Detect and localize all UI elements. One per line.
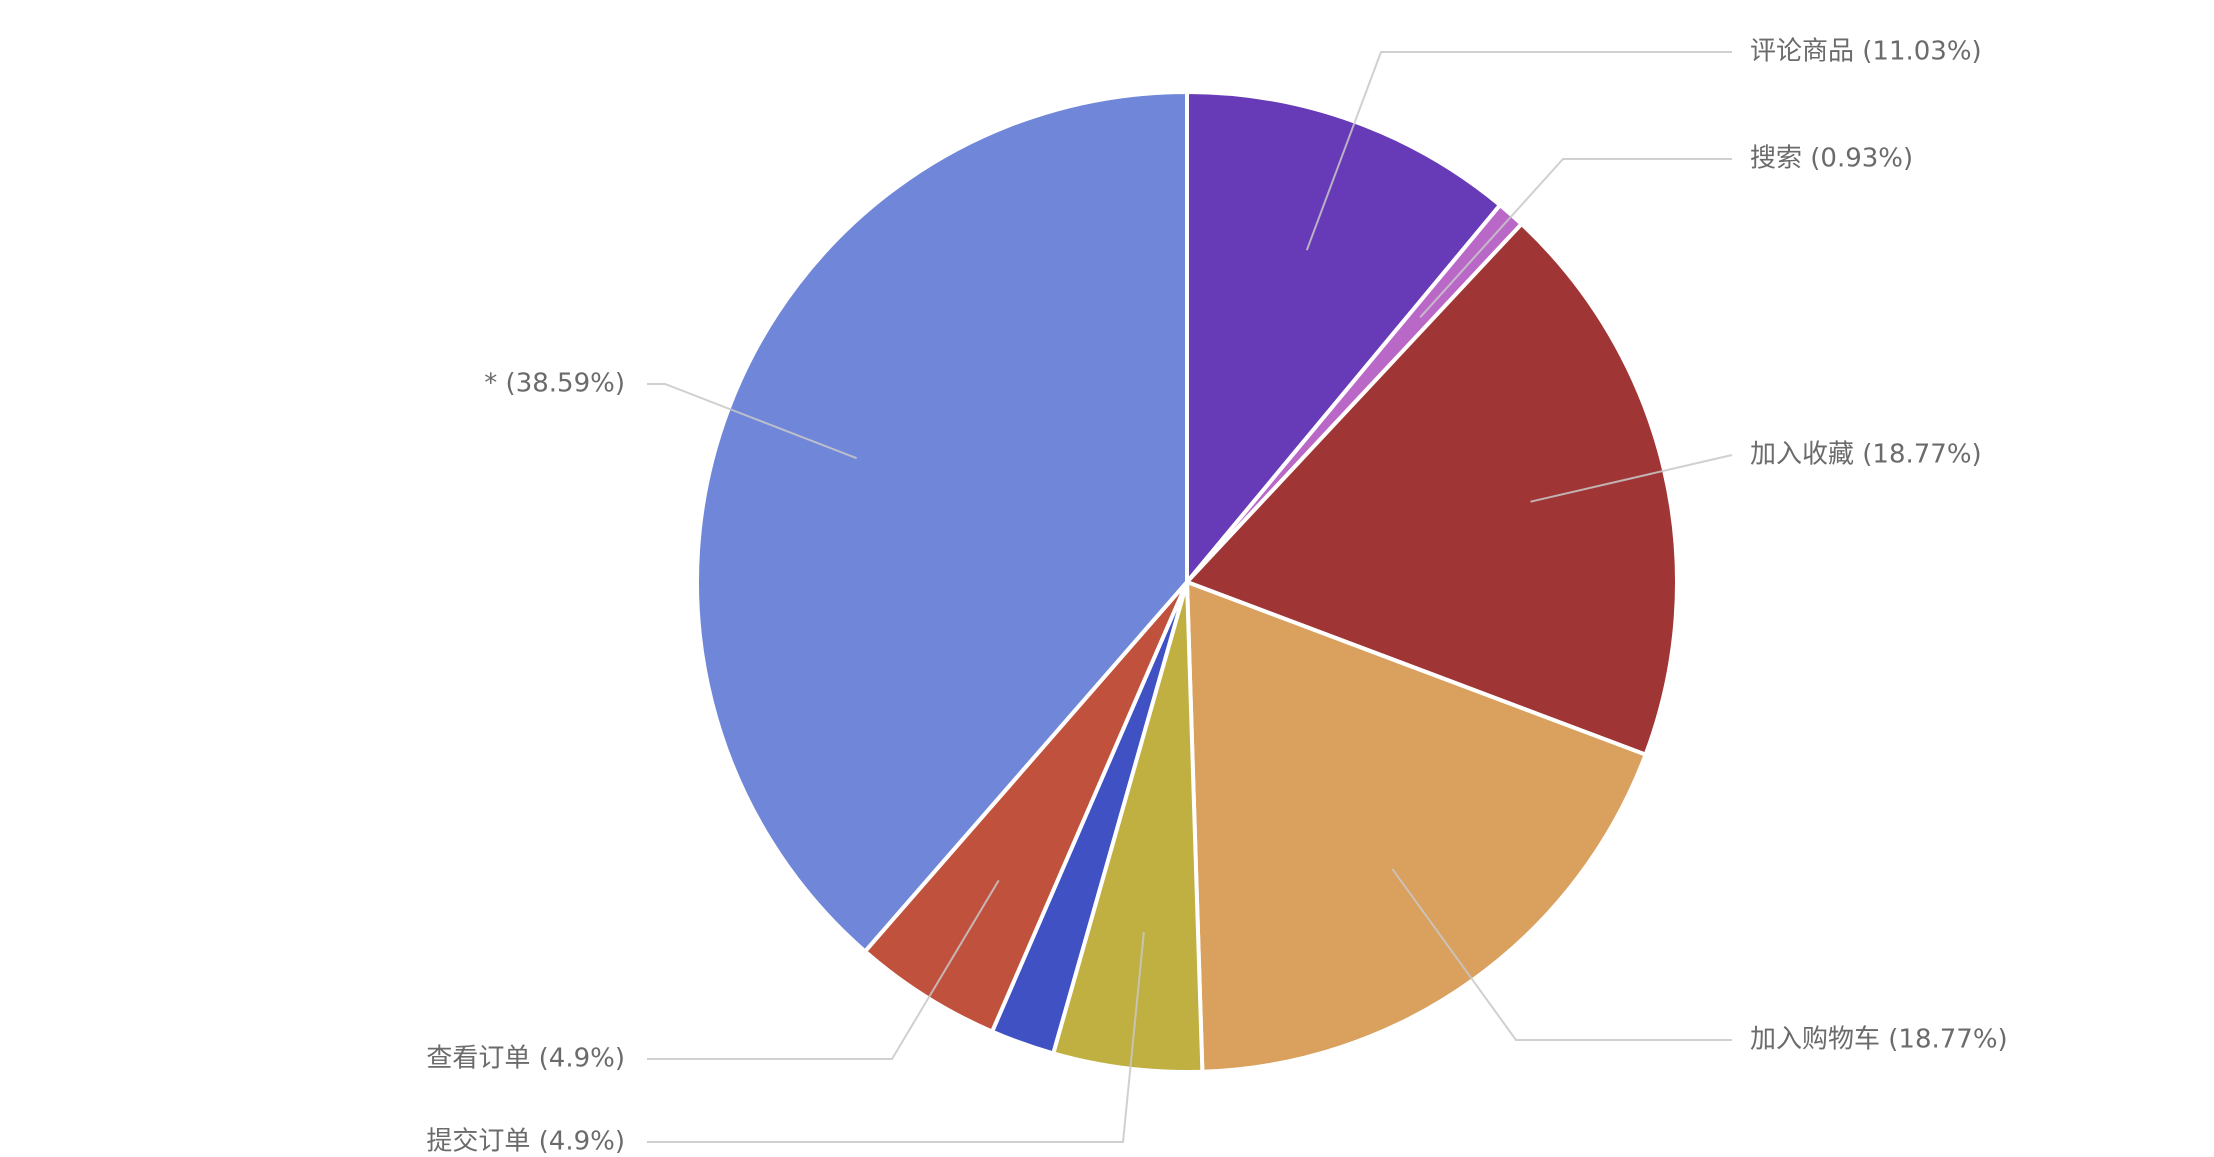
leader-line [1419, 158, 1732, 318]
slice-label: 评论商品 (11.03%) [1750, 37, 1982, 67]
slice-label: 加入收藏 (18.77%) [1750, 440, 1982, 470]
leader-line [1530, 454, 1733, 503]
pie-slice-提交订单[interactable] [1051, 580, 1205, 1074]
leader-lines-layer [647, 51, 1733, 1143]
slice-label: 查看订单 (4.9%) [426, 1044, 625, 1074]
labels-layer: 评论商品 (11.03%) 搜索 (0.93%) 加入收藏 (18.77%) 加入购物… [426, 37, 2007, 1157]
pie-slice-评论商品[interactable] [1185, 90, 1503, 584]
leader-line [647, 932, 1145, 1143]
slices-layer [695, 90, 1679, 1074]
pie-slice-查看订单[interactable] [863, 580, 1189, 1034]
leader-line [647, 383, 857, 460]
leader-line [647, 879, 1000, 1060]
slice-label: 提交订单 (4.9%) [426, 1127, 625, 1157]
slice-label: * (38.59%) [484, 369, 625, 399]
pie-slice-*[interactable] [695, 90, 1189, 954]
slice-label: 搜索 (0.93%) [1750, 144, 1913, 174]
leader-line [1305, 51, 1732, 251]
leader-line [1391, 868, 1732, 1041]
slice-label: 加入购物车 (18.77%) [1750, 1025, 2008, 1055]
